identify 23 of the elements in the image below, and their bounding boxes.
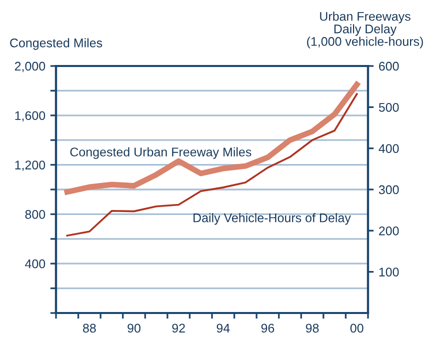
y-tick-label: 2,000 bbox=[14, 62, 46, 72]
series-label: Congested Urban Freeway Miles bbox=[70, 147, 252, 159]
series-label: Daily Vehicle-Hours of Delay bbox=[194, 213, 351, 225]
y2-tick-label: 400 bbox=[378, 144, 399, 153]
x-tick-label: 94 bbox=[216, 324, 230, 333]
y-tick-label: 1,600 bbox=[15, 111, 46, 122]
y-axis-title: Congested Miles bbox=[10, 38, 102, 50]
y2-axis-title: Urban Freeways Daily Delay (1,000 vehicle-hours) bbox=[307, 12, 423, 48]
x-tick-label: 90 bbox=[128, 324, 140, 333]
x-tick-label: 98 bbox=[306, 324, 319, 333]
y2-tick-label: 100 bbox=[379, 268, 399, 276]
x-tick-label: 00 bbox=[350, 324, 364, 333]
y2-tick-label: 200 bbox=[379, 226, 399, 236]
x-tick-label: 96 bbox=[261, 324, 274, 333]
y-tick-label: 1,200 bbox=[15, 160, 46, 171]
y-tick-label: 800 bbox=[25, 210, 46, 219]
y2-tick-label: 300 bbox=[378, 185, 399, 194]
line-series bbox=[66, 93, 358, 237]
y2-tick-label: 500 bbox=[378, 102, 399, 112]
x-tick-label: 92 bbox=[172, 324, 185, 333]
x-tick-label: 88 bbox=[83, 324, 96, 333]
y2-tick-label: 600 bbox=[379, 62, 399, 71]
y-tick-label: 400 bbox=[25, 259, 46, 268]
